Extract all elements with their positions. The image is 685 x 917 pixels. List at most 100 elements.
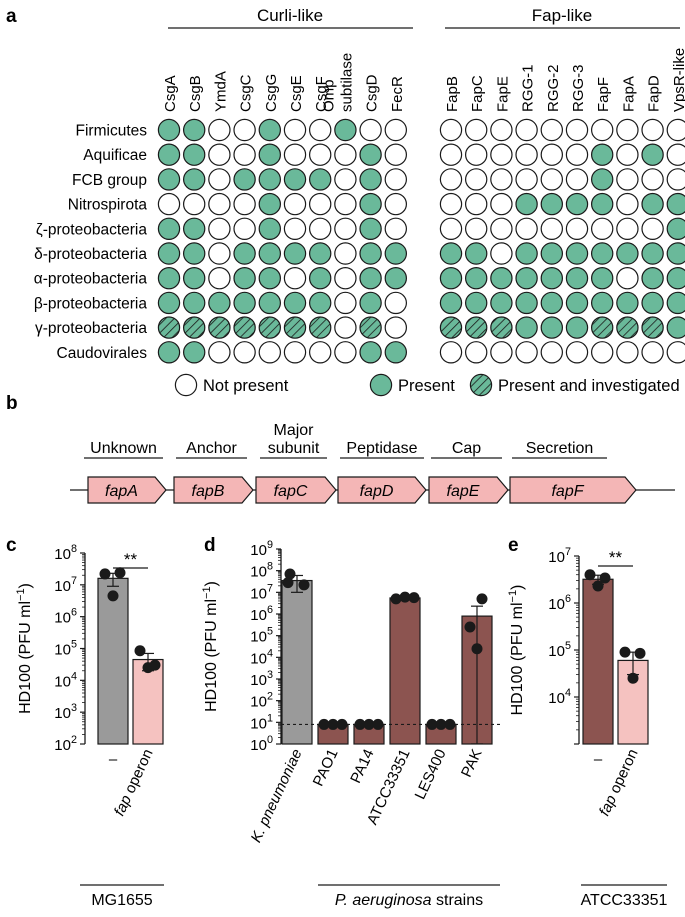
absent-marker bbox=[565, 118, 589, 142]
curli-group-label: Curli-like bbox=[257, 6, 323, 25]
present-marker bbox=[182, 291, 206, 315]
y-axis-label: HD100 (PFU ml−1) bbox=[201, 581, 220, 712]
present-marker bbox=[666, 217, 685, 240]
curli-column-header: CsgA bbox=[162, 75, 179, 112]
absent-marker bbox=[465, 192, 488, 216]
curli-column-header: Omp subtilase bbox=[320, 53, 355, 112]
fap-column-header: FapA bbox=[620, 76, 637, 112]
legend-marker bbox=[369, 373, 393, 397]
absent-marker bbox=[515, 217, 538, 240]
bar bbox=[132, 658, 164, 745]
panel-a-label: a bbox=[6, 6, 17, 27]
row-label: Caudovirales bbox=[57, 345, 148, 362]
absent-marker bbox=[540, 118, 564, 142]
data-point bbox=[298, 579, 310, 591]
present-marker bbox=[565, 267, 589, 290]
tick-label: 107 bbox=[54, 575, 77, 595]
present-marker bbox=[565, 242, 589, 265]
category-label: LES400 bbox=[412, 747, 450, 803]
present-marker bbox=[439, 291, 463, 315]
gene-name: fapD bbox=[360, 483, 394, 500]
present-marker bbox=[591, 291, 614, 315]
investigated-marker bbox=[309, 316, 332, 339]
present-marker bbox=[565, 291, 589, 315]
tick-label: 106 bbox=[548, 593, 571, 613]
present-marker bbox=[359, 291, 382, 315]
data-point bbox=[107, 590, 119, 602]
present-marker bbox=[309, 242, 332, 265]
absent-marker bbox=[641, 341, 664, 364]
present-marker bbox=[258, 118, 281, 142]
fap-column-header: RGG-2 bbox=[545, 64, 562, 112]
absent-marker bbox=[666, 168, 685, 191]
absent-marker bbox=[616, 267, 639, 290]
present-marker bbox=[182, 217, 206, 240]
data-point bbox=[471, 643, 483, 655]
present-marker bbox=[540, 192, 564, 216]
data-point bbox=[327, 718, 339, 730]
fap-column-header: FapD bbox=[646, 75, 663, 112]
absent-marker bbox=[616, 217, 639, 240]
present-marker bbox=[465, 267, 488, 290]
absent-marker bbox=[515, 118, 538, 142]
absent-marker bbox=[439, 118, 463, 142]
present-marker bbox=[666, 192, 685, 216]
absent-marker bbox=[384, 291, 407, 315]
column-label: FapC bbox=[469, 75, 486, 112]
tick-label: 102 bbox=[54, 734, 77, 754]
present-marker bbox=[359, 217, 382, 240]
present-marker bbox=[465, 242, 488, 265]
present-marker bbox=[359, 267, 382, 290]
absent-marker bbox=[616, 168, 639, 191]
absent-marker bbox=[465, 341, 488, 364]
present-marker bbox=[182, 143, 206, 166]
present-marker bbox=[334, 118, 357, 142]
absent-marker bbox=[490, 143, 513, 166]
present-marker bbox=[384, 341, 407, 364]
column-label: RGG-1 bbox=[520, 64, 537, 112]
present-marker bbox=[540, 291, 564, 315]
tick-label: 100 bbox=[250, 734, 273, 754]
absent-marker bbox=[334, 267, 357, 290]
present-marker bbox=[591, 242, 614, 265]
tick-label: 106 bbox=[54, 607, 77, 627]
gene-fapA: fapA Unknown bbox=[84, 440, 167, 504]
investigated-marker bbox=[359, 316, 382, 339]
tick-label: 104 bbox=[54, 670, 77, 690]
panel-e-label: e bbox=[508, 535, 519, 556]
investigated-marker bbox=[283, 316, 307, 339]
curli-column-header: CsgF bbox=[313, 76, 330, 112]
absent-marker bbox=[334, 316, 357, 339]
investigated-marker bbox=[616, 316, 639, 339]
absent-marker bbox=[309, 118, 332, 142]
absent-marker bbox=[384, 143, 407, 166]
gene-name: fapC bbox=[274, 483, 308, 500]
gene-name: fapE bbox=[447, 483, 480, 500]
absent-marker bbox=[490, 118, 513, 142]
row-label: α-proteobacteria bbox=[34, 271, 148, 288]
legend-marker bbox=[174, 373, 198, 397]
panel-d-label: d bbox=[204, 535, 216, 556]
present-marker bbox=[565, 192, 589, 216]
absent-marker bbox=[439, 341, 463, 364]
column-label: FapB bbox=[444, 76, 461, 112]
absent-marker bbox=[384, 316, 407, 339]
present-marker bbox=[157, 267, 181, 290]
present-marker bbox=[283, 168, 307, 191]
legend-marker bbox=[469, 373, 493, 397]
absent-marker bbox=[384, 192, 407, 216]
gene-name: fapB bbox=[192, 483, 225, 500]
category-label: – bbox=[594, 751, 603, 768]
y-axis-label: HD100 (PFU ml−1) bbox=[507, 585, 526, 716]
tick-label: 101 bbox=[250, 712, 273, 732]
present-marker bbox=[182, 168, 206, 191]
present-marker bbox=[490, 267, 513, 290]
tick-label: 103 bbox=[250, 669, 273, 689]
data-point bbox=[592, 580, 604, 592]
absent-marker bbox=[309, 143, 332, 166]
present-marker bbox=[309, 267, 332, 290]
tick-label: 105 bbox=[548, 640, 571, 660]
absent-marker bbox=[616, 118, 639, 142]
group-label: P. aeruginosa strains bbox=[335, 892, 483, 909]
tick-label: 105 bbox=[54, 639, 77, 659]
